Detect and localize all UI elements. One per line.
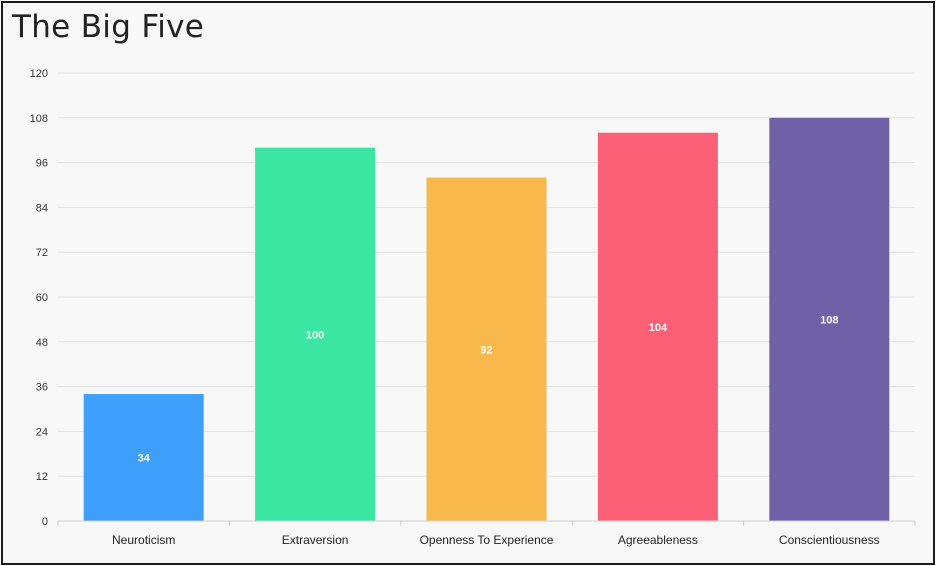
bars (83, 117, 890, 522)
bar-extraversion[interactable] (255, 147, 376, 521)
data-labels: 34 100 92 104 108 (138, 314, 839, 464)
y-tick-label: 72 (36, 247, 48, 259)
y-tick-label: 12 (36, 471, 48, 483)
y-tick-label: 36 (36, 382, 48, 394)
y-tick-label: 24 (36, 426, 48, 438)
data-label: 92 (480, 344, 492, 356)
bar-chart: 0 12 24 36 48 60 72 84 96 108 120 Neuroticism Extra… (30, 68, 916, 547)
x-tick-label: Openness To Experience (420, 533, 554, 547)
y-tick-label: 48 (36, 337, 48, 349)
x-axis: Neuroticism Extraversion Openness To Exper… (57, 520, 916, 547)
x-tick-label: Extraversion (282, 533, 349, 547)
y-tick-label: 108 (30, 113, 48, 125)
y-tick-label: 120 (30, 68, 48, 80)
y-tick-label: 84 (36, 202, 48, 214)
bar-openness-to-experience[interactable] (426, 177, 547, 522)
y-tick-label: 0 (42, 516, 48, 528)
x-tick-label: Agreeableness (618, 533, 698, 547)
y-tick-label: 96 (36, 158, 48, 170)
y-axis-ticks: 0 12 24 36 48 60 72 84 96 108 120 (30, 68, 48, 528)
bar-agreeableness[interactable] (597, 132, 718, 521)
data-label: 100 (306, 329, 324, 341)
bar-conscientiousness[interactable] (769, 117, 890, 522)
data-label: 34 (138, 453, 151, 465)
x-tick-label: Neuroticism (112, 533, 175, 547)
y-tick-label: 60 (36, 292, 48, 304)
x-tick-label: Conscientiousness (779, 533, 880, 547)
data-label: 104 (649, 322, 668, 334)
bar-neuroticism[interactable] (83, 394, 204, 521)
chart-title: The Big Five (12, 9, 205, 45)
data-label: 108 (820, 314, 838, 326)
